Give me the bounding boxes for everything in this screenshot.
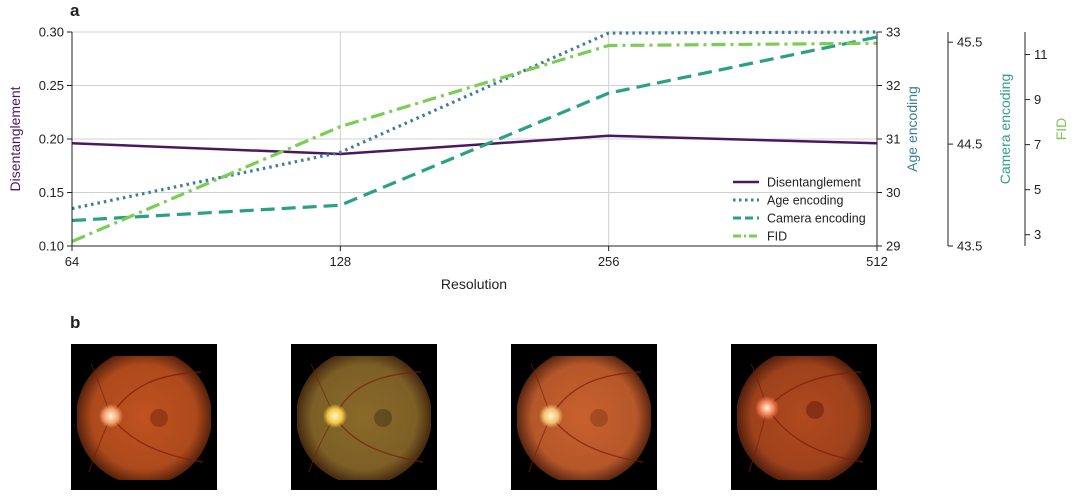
legend-label: Disentanglement: [767, 176, 861, 190]
y-tick-label-disentanglement: 0.10: [39, 239, 64, 254]
y-tick-label-age: 29: [886, 239, 900, 254]
y-tick-label-camera: 45.5: [957, 35, 982, 50]
fundus-image-3: [511, 344, 657, 490]
panel-label-a: a: [70, 1, 80, 20]
fundus-photo: [517, 356, 651, 480]
y-tick-label-disentanglement: 0.15: [39, 185, 64, 200]
x-tick-label: 128: [329, 254, 351, 269]
series-layer: [71, 30, 878, 243]
fundus-image-1: [71, 344, 217, 490]
y-tick-label-camera: 43.5: [957, 239, 982, 254]
x-tick-label: 512: [866, 254, 888, 269]
y-tick-label-fid: 7: [1034, 137, 1041, 152]
y-tick-label-age: 30: [886, 185, 900, 200]
panel-label-b: b: [70, 313, 81, 332]
y-tick-label-age: 33: [886, 25, 900, 40]
line-chart: 64 128 256 512 0.10 0.15 0.20 0.25 0.30 Disentang…: [7, 25, 1069, 293]
y-tick-label-age: 31: [886, 132, 900, 147]
y-axis-label-camera: Camera encoding: [997, 74, 1013, 185]
series-line-camera-encoding: [71, 35, 878, 223]
series-line-age-encoding: [71, 30, 878, 211]
fundus-image-4: [731, 344, 877, 490]
y-axis-label-age: Age encoding: [904, 86, 920, 172]
x-tick-label: 64: [65, 254, 79, 269]
y-tick-label-fid: 11: [1034, 47, 1048, 62]
y-tick-label-disentanglement: 0.25: [39, 78, 64, 93]
legend-label: Age encoding: [767, 194, 844, 208]
y-tick-label-fid: 3: [1034, 227, 1041, 242]
series-line-fid: [71, 41, 878, 243]
series-line-disentanglement: [71, 134, 878, 156]
x-axis-label: Resolution: [441, 276, 507, 292]
axes-layer: 64 128 256 512 0.10 0.15 0.20 0.25 0.30 Disentang…: [7, 25, 1069, 270]
y-tick-label-disentanglement: 0.20: [39, 132, 64, 147]
y-tick-label-age: 32: [886, 78, 900, 93]
fundus-photo: [737, 356, 871, 480]
fundus-photo: [297, 356, 431, 480]
legend-label: Camera encoding: [767, 212, 866, 226]
y-tick-label-fid: 9: [1034, 92, 1041, 107]
x-tick-label: 256: [598, 254, 620, 269]
legend-label: FID: [767, 230, 787, 244]
fundus-image-2: [291, 344, 437, 490]
y-tick-label-fid: 5: [1034, 182, 1041, 197]
fundus-photo: [77, 356, 211, 480]
y-tick-label-disentanglement: 0.30: [39, 25, 64, 40]
y-axis-label-fid: FID: [1053, 118, 1069, 141]
y-tick-label-camera: 44.5: [957, 137, 982, 152]
y-axis-label-disentanglement: Disentanglement: [7, 86, 23, 191]
legend: Disentanglement Age encoding Camera encodi…: [733, 176, 866, 244]
